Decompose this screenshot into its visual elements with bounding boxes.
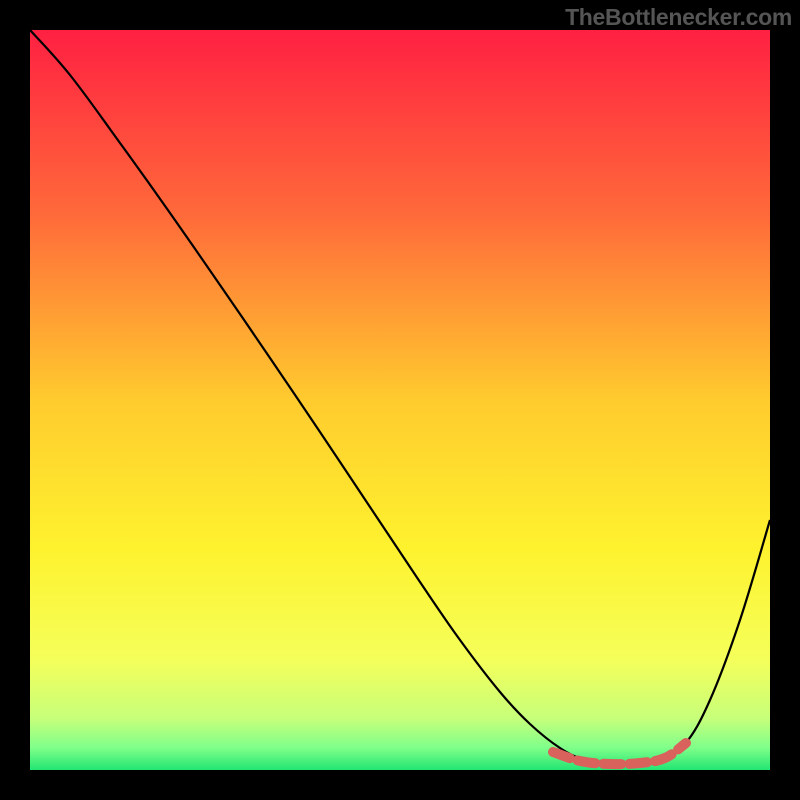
plot-background: [30, 30, 770, 770]
watermark-text: TheBottlenecker.com: [565, 4, 792, 31]
bottleneck-chart: [0, 0, 800, 800]
